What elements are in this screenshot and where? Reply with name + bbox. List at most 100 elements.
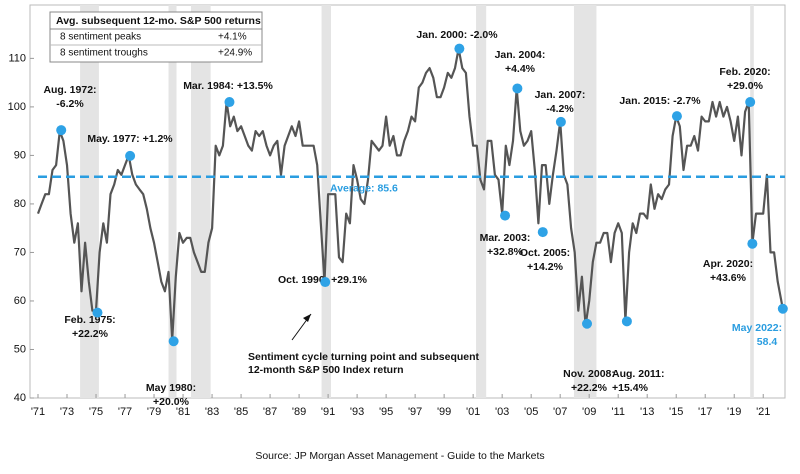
source: Source: JP Morgan Asset Management - Gui… [255,450,544,462]
annotation-label: -4.2% [546,103,574,115]
annotation-label: May 2022: [732,322,782,334]
annotation-label: Aug. 1972: [43,84,96,96]
x-tick-label: '89 [292,406,306,418]
note-arrowhead [303,314,311,322]
x-tick-label: '73 [60,406,74,418]
turning-point [555,116,566,127]
annotation-value: 58.4 [757,336,778,348]
x-tick-label: '07 [553,406,567,418]
x-tick-label: '13 [640,406,654,418]
turning-point [224,97,235,108]
annotation-label: Aug. 2011: [612,368,665,380]
x-tick-label: '97 [408,406,422,418]
note: Sentiment cycle turning point and subseq… [248,351,480,363]
recession-band [321,5,331,398]
x-tick-label: '19 [727,406,741,418]
y-tick-label: 100 [8,101,26,113]
y-tick-label: 50 [14,343,26,355]
recession-band [80,5,99,398]
annotation-label: +20.0% [153,396,190,408]
x-tick-label: '77 [118,406,132,418]
y-tick-label: 70 [14,246,26,258]
recession-band [573,5,597,398]
x-tick-label: '21 [756,406,770,418]
turning-point [777,303,788,314]
turning-point [512,83,523,94]
annotation-label: Jan. 2004: [495,49,546,61]
x-tick-label: '91 [321,406,335,418]
recession-band [191,5,211,398]
sentiment-line [36,47,784,341]
annotation-label: Jan. 2007: [535,89,586,101]
annotation-label: May. 1977: +1.2% [87,133,173,145]
y-tick-label: 80 [14,198,26,210]
x-tick-label: '05 [524,406,538,418]
x-tick-label: '71 [31,406,45,418]
recession-band [168,5,177,398]
average-label: Average: 85.6 [330,183,398,195]
x-tick-label: '85 [234,406,248,418]
table-cell: 8 sentiment troughs [60,48,148,59]
annotation-label: Nov. 2008: [563,368,615,380]
x-tick-label: '87 [263,406,277,418]
turning-point [747,238,758,249]
annotation-label: Jan. 2000: -2.0% [416,29,498,41]
annotation-label: Mar. 2003: [480,232,531,244]
turning-point [537,227,548,238]
summary-table [49,11,263,63]
x-tick-label: '99 [437,406,451,418]
x-tick-label: '83 [205,406,219,418]
annotation-label: +4.4% [505,63,536,75]
x-tick-label: '03 [495,406,509,418]
annotation-label: +15.4% [612,382,649,394]
annotation-label: +32.8% [487,246,524,258]
table-cell: +4.1% [218,32,247,43]
turning-point [582,318,593,329]
annotation-label: Feb. 2020: [719,66,770,78]
turning-point [168,336,179,347]
x-tick-label: '15 [669,406,683,418]
annotation-label: +22.2% [571,382,608,394]
x-tick-label: '11 [611,406,625,418]
x-tick-label: '81 [176,406,190,418]
x-tick-label: '95 [379,406,393,418]
y-tick-label: 60 [14,295,26,307]
turning-point [125,150,136,161]
note: 12-month S&P 500 Index return [248,364,404,376]
x-tick-label: '79 [147,406,161,418]
recession-band [476,5,487,398]
annotation-label: Jan. 2015: -2.7% [619,95,701,107]
turning-point [500,210,511,221]
x-tick-label: '17 [698,406,712,418]
annotation-label: +29.0% [727,80,764,92]
y-tick-label: 90 [14,149,26,161]
foreground-layer: 40 50 60 70 80 90 100 110 '71 '73 '75 '77 '79 '81 '83 '… [8,29,788,418]
x-tick-label: '93 [350,406,364,418]
turning-point [454,43,465,54]
annotation-label: Oct. 2005: [520,247,570,259]
table-cell: 8 sentiment peaks [60,32,141,43]
annotation-label: May 1980: [146,382,196,394]
x-tick-label: '09 [582,406,596,418]
annotation-label: +43.6% [710,272,747,284]
turning-point [92,307,103,318]
annotation-label: +14.2% [527,261,564,273]
annotation-label: -6.2% [56,98,84,110]
y-tick-label: 40 [14,392,26,404]
turning-point [745,97,756,108]
turning-point [671,111,682,122]
x-tick-label: '75 [89,406,103,418]
turning-point [621,316,632,327]
turning-point [320,277,331,288]
table-cell: +24.9% [218,48,252,59]
annotation-label: Mar. 1984: +13.5% [183,80,273,92]
x-tick-label: '01 [466,406,480,418]
table-title: Avg. subsequent 12-mo. S&P 500 returns [56,15,261,27]
turning-point [56,125,67,136]
y-tick-label: 110 [8,52,26,64]
annotation-label: Apr. 2020: [703,258,753,270]
annotation-label: +22.2% [72,328,109,340]
annotation-label: Feb. 1975: [64,314,115,326]
plot-frame [29,4,786,399]
